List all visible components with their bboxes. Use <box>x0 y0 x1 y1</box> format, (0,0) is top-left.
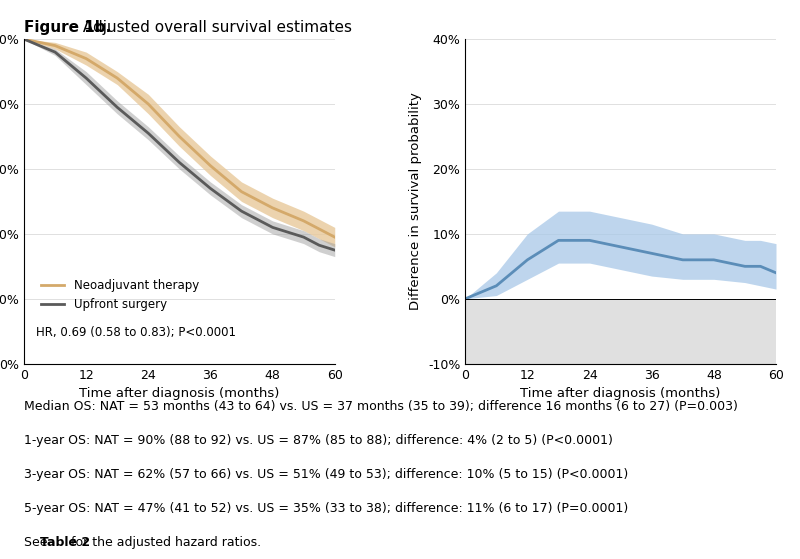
Text: 1-year OS: NAT = 90% (88 to 92) vs. US = 87% (85 to 88); difference: 4% (2 to 5): 1-year OS: NAT = 90% (88 to 92) vs. US =… <box>24 434 613 447</box>
Text: HR, 0.69 (0.58 to 0.83); P<0.0001: HR, 0.69 (0.58 to 0.83); P<0.0001 <box>37 326 237 339</box>
Y-axis label: Difference in survival probability: Difference in survival probability <box>410 92 422 310</box>
Text: Figure 1b.: Figure 1b. <box>24 20 111 35</box>
Text: US
better: US better <box>0 558 1 559</box>
Text: for the adjusted hazard ratios.: for the adjusted hazard ratios. <box>67 536 261 549</box>
Text: Adjusted overall survival estimates: Adjusted overall survival estimates <box>78 20 352 35</box>
Text: Median OS: NAT = 53 months (43 to 64) vs. US = 37 months (35 to 39); difference : Median OS: NAT = 53 months (43 to 64) vs… <box>24 400 738 413</box>
Text: NAT
better: NAT better <box>0 558 1 559</box>
Text: 3-year OS: NAT = 62% (57 to 66) vs. US = 51% (49 to 53); difference: 10% (5 to 1: 3-year OS: NAT = 62% (57 to 66) vs. US =… <box>24 468 628 481</box>
Text: See: See <box>24 536 51 549</box>
Text: 5-year OS: NAT = 47% (41 to 52) vs. US = 35% (33 to 38); difference: 11% (6 to 1: 5-year OS: NAT = 47% (41 to 52) vs. US =… <box>24 502 628 515</box>
X-axis label: Time after diagnosis (months): Time after diagnosis (months) <box>79 387 279 400</box>
Legend: Neoadjuvant therapy, Upfront surgery: Neoadjuvant therapy, Upfront surgery <box>36 274 204 316</box>
Text: Table 2: Table 2 <box>40 536 90 549</box>
X-axis label: Time after diagnosis (months): Time after diagnosis (months) <box>521 387 721 400</box>
